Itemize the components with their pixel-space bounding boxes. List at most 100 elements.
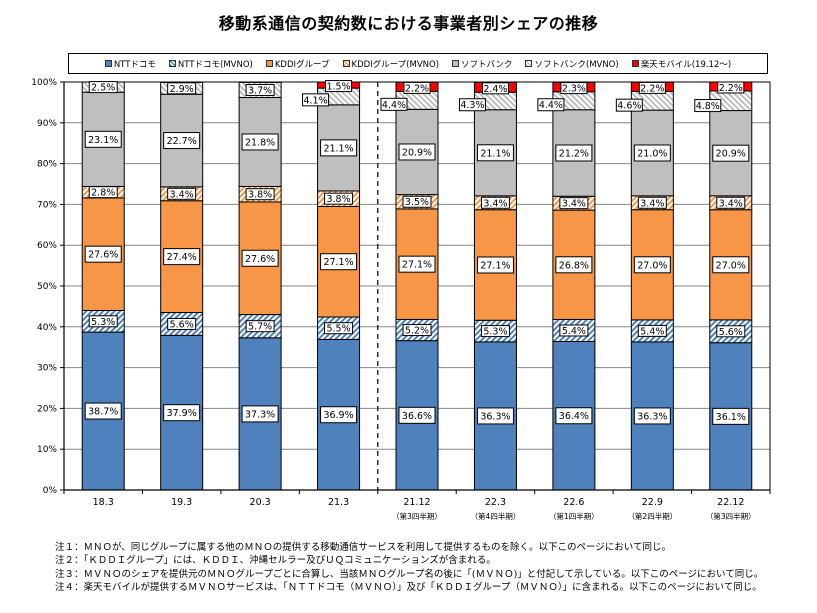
- data-label: 5.4%: [562, 326, 586, 337]
- data-label: 2.5%: [91, 83, 115, 94]
- x-tick-sublabel: （第4四半期）: [471, 511, 521, 521]
- data-label-box: [633, 144, 671, 162]
- data-label-box: [325, 80, 353, 93]
- data-label-box: [320, 406, 358, 424]
- data-label: 3.8%: [248, 190, 272, 201]
- data-label-box: [555, 256, 593, 274]
- data-label-box: [637, 324, 667, 337]
- x-tick-label: 22.9: [642, 497, 663, 508]
- data-label: 20.9%: [716, 149, 746, 160]
- data-label-box: [88, 315, 118, 328]
- data-label-box: [320, 139, 358, 157]
- data-label-box: [167, 187, 197, 200]
- data-label-box: [84, 402, 122, 420]
- footnote-1: 注１：ＭＮＯが、同じグループに属する他のＭＮＯの提供する移動通信サービスを利用し…: [55, 542, 671, 553]
- data-label-box: [163, 132, 201, 150]
- x-tick-label: 20.3: [250, 497, 271, 508]
- legend-item: KDDIグループ: [265, 58, 330, 70]
- data-label: 4.3%: [460, 100, 484, 111]
- data-label: 27.0%: [716, 260, 746, 271]
- data-label: 2.9%: [170, 84, 194, 95]
- legend-swatch: [104, 60, 112, 67]
- data-label: 37.9%: [167, 408, 197, 419]
- x-tick-label: 22.6: [563, 497, 584, 508]
- legend-label: ソフトバンク(MVNO): [534, 59, 619, 70]
- data-label: 3.4%: [170, 189, 194, 200]
- legend-item: NTTドコモ(MVNO): [168, 58, 253, 70]
- data-label-box: [712, 144, 750, 162]
- data-label-box: [398, 255, 436, 273]
- data-label: 27.1%: [323, 257, 353, 268]
- data-label: 21.0%: [637, 148, 667, 159]
- legend-label: ソフトバンク: [461, 59, 513, 70]
- data-label-box: [398, 143, 436, 161]
- data-label: 27.4%: [167, 252, 197, 263]
- x-tick-label: 22.12: [717, 497, 744, 508]
- x-tick-sublabel: （第2四半期）: [627, 511, 677, 521]
- data-label-box: [402, 324, 432, 337]
- legend-item: ソフトバンク: [452, 58, 512, 70]
- x-tick-sublabel: （第1四半期）: [549, 511, 599, 521]
- data-label-box: [633, 407, 671, 425]
- legend-swatch: [452, 60, 460, 67]
- data-label-box: [245, 188, 275, 201]
- data-label-box: [480, 325, 510, 338]
- stacked-bar-chart: 0% 10% 20% 30% 40% 50% 60% 70% 80% 90% 100% 18.3 19.…: [31, 78, 771, 521]
- legend-item: NTTドコモ: [104, 58, 156, 70]
- data-label-box: [163, 404, 201, 422]
- y-tick-label: 20%: [37, 404, 57, 414]
- data-label: 36.4%: [559, 411, 589, 422]
- data-label-box: [241, 133, 279, 151]
- chart-legend: NTTドコモ NTTドコモ(MVNO) KDDIグループ KDDIグループ(MVNO)…: [68, 53, 768, 74]
- data-label: 36.6%: [402, 411, 432, 422]
- legend-swatch: [342, 60, 350, 67]
- data-label-box: [633, 256, 671, 274]
- data-label-box: [560, 82, 588, 95]
- data-label-box: [402, 195, 432, 208]
- data-label-box: [476, 256, 514, 274]
- x-tick-sublabel: （第3四半期）: [706, 511, 756, 521]
- y-tick-label: 100%: [31, 78, 57, 88]
- data-label-box: [241, 249, 279, 267]
- data-label-box: [302, 93, 330, 107]
- legend-swatch: [265, 60, 273, 67]
- data-label-box: [476, 144, 514, 162]
- x-tick-sublabel: （第3四半期）: [392, 511, 442, 521]
- data-label: 2.4%: [483, 84, 507, 95]
- data-label-box: [712, 407, 750, 425]
- data-label: 23.1%: [88, 135, 118, 146]
- data-label: 38.7%: [88, 407, 118, 418]
- data-label-box: [88, 81, 118, 94]
- x-tick-label: 21.12: [403, 497, 430, 508]
- legend-swatch: [525, 60, 533, 67]
- footnote-4: 注４：楽天モバイルが提供するＭＶＮＯサービスは、「ＮＴＴドコモ（ＭＶＮＯ）」及び…: [55, 581, 762, 593]
- footnotes: 注１：ＭＮＯが、同じグループに属する他のＭＮＯの提供する移動通信サービスを利用し…: [55, 541, 763, 594]
- data-label-box: [555, 407, 593, 425]
- y-tick-label: 10%: [37, 445, 57, 455]
- data-label: 2.2%: [640, 83, 664, 94]
- y-tick-label: 60%: [37, 241, 57, 251]
- y-tick-label: 0%: [43, 486, 58, 496]
- data-label: 5.3%: [91, 317, 115, 328]
- data-label: 5.7%: [248, 322, 272, 333]
- data-label: 3.5%: [405, 197, 429, 208]
- legend-item: 楽天モバイル(19.12～): [631, 58, 731, 70]
- legend-item: ソフトバンク(MVNO): [525, 58, 619, 70]
- data-label: 4.4%: [539, 100, 563, 111]
- data-label-box: [84, 245, 122, 263]
- data-label: 5.6%: [719, 327, 743, 338]
- data-label-box: [555, 144, 593, 162]
- data-label-box: [694, 99, 722, 113]
- footnote-2: 注２：「ＫＤＤＩグループ」には、ＫＤＤＩ、沖縄セルラー及びＵＱコミュニケーション…: [55, 555, 496, 567]
- y-tick-label: 50%: [37, 282, 57, 292]
- data-label-box: [480, 196, 510, 209]
- data-label-box: [403, 81, 431, 94]
- data-label-box: [167, 82, 197, 95]
- data-label: 36.1%: [716, 412, 746, 423]
- data-label-box: [380, 97, 408, 111]
- y-tick-label: 40%: [37, 323, 57, 333]
- x-tick-label: 18.3: [93, 497, 114, 508]
- legend-label: KDDIグループ(MVNO): [351, 59, 440, 70]
- y-tick-label: 80%: [37, 160, 57, 170]
- data-label-box: [537, 98, 565, 112]
